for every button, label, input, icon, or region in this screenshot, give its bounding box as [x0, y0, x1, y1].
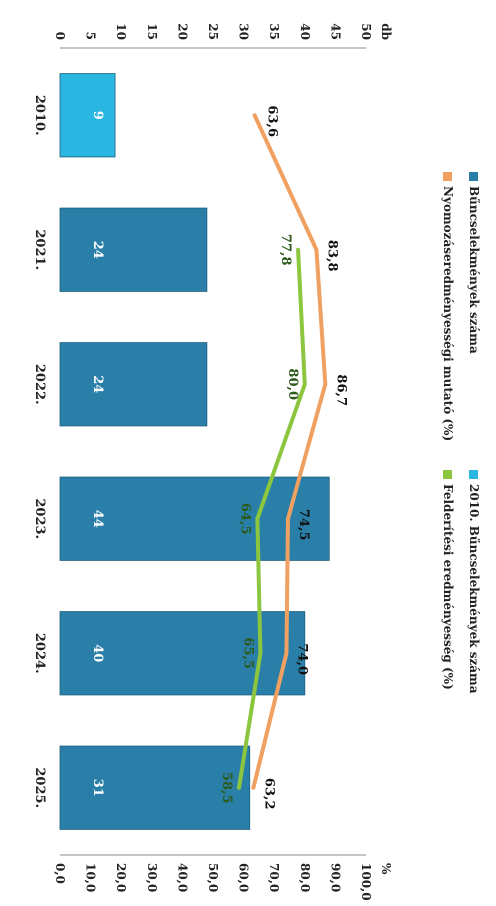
category-label-1: 2021.	[32, 229, 47, 270]
line-label-0-1: 83,8	[324, 240, 339, 272]
bar-0	[59, 73, 116, 158]
right-tick-label-4: 40,0	[175, 863, 189, 892]
legend-swatch-3	[443, 470, 452, 479]
right-tick-label-1: 10,0	[84, 863, 98, 892]
right-tick-label-10: 100,0	[359, 863, 373, 901]
right-tick-label-3: 30,0	[145, 863, 159, 892]
left-tick-label-2: 10	[114, 23, 128, 40]
legend-label-3: Felderítési eredményesség (%)	[441, 484, 455, 690]
bar-label-0: 9	[90, 111, 105, 120]
bar-1	[59, 207, 208, 292]
left-tick-label-8: 40	[298, 23, 312, 40]
left-tick-label-4: 20	[175, 23, 189, 40]
line-label-0-4: 74,0	[294, 643, 309, 675]
line-label-1-5: 58,5	[219, 772, 234, 804]
right-axis-unit: %	[379, 863, 393, 875]
category-label-3: 2023.	[32, 498, 47, 539]
left-tick-label-10: 50	[359, 23, 373, 40]
right-tick-label-2: 20,0	[114, 863, 128, 892]
legend-swatch-2	[443, 172, 452, 181]
left-tick-label-5: 25	[206, 23, 220, 40]
right-tick-label-8: 80,0	[298, 863, 312, 892]
left-tick-label-6: 30	[237, 23, 251, 40]
line-label-0-2: 86,7	[333, 374, 348, 406]
right-tick-label-5: 50,0	[206, 863, 220, 892]
line-label-0-0: 63,6	[265, 105, 280, 137]
bar-label-3: 44	[90, 510, 105, 528]
right-tick-label-7: 70,0	[267, 863, 281, 892]
left-tick-label-0: 0	[53, 32, 67, 40]
bar-2	[59, 342, 208, 427]
category-label-4: 2024.	[32, 633, 47, 674]
category-label-2: 2022.	[32, 364, 47, 405]
line-label-1-1: 77,8	[278, 234, 293, 266]
bar-label-1: 24	[90, 241, 105, 259]
bar-label-5: 31	[90, 779, 105, 797]
bar-label-4: 40	[90, 644, 105, 662]
line-label-0-5: 63,2	[261, 778, 276, 810]
left-tick-label-9: 45	[328, 23, 342, 40]
line-label-1-4: 65,5	[240, 637, 255, 669]
line-series-1	[237, 247, 307, 790]
left-tick-label-1: 5	[84, 32, 98, 40]
legend-swatch-1	[469, 470, 478, 479]
legend-label-1: 2010. Bűncselekmények száma	[467, 484, 481, 694]
legend-label-2: Nyomozáseredményességi mutató (%)	[441, 186, 455, 441]
line-series-0	[251, 113, 328, 790]
right-tick-label-0: 0,0	[53, 863, 67, 884]
legend-swatch-0	[469, 172, 478, 181]
left-axis-unit: db	[379, 23, 393, 40]
left-tick-label-7: 35	[267, 23, 281, 40]
category-label-0: 2010.	[32, 95, 47, 136]
bar-5	[59, 745, 251, 830]
bar-4	[59, 611, 306, 696]
line-label-1-3: 64,5	[237, 503, 252, 535]
bar-label-2: 24	[90, 375, 105, 393]
legend-label-0: Bűncselekmények száma	[467, 186, 481, 354]
category-label-5: 2025.	[32, 767, 47, 808]
line-label-0-3: 74,5	[296, 509, 311, 541]
right-tick-label-6: 60,0	[237, 863, 251, 892]
bar-3	[59, 476, 330, 561]
left-tick-label-3: 15	[145, 23, 159, 40]
right-tick-label-9: 90,0	[328, 863, 342, 892]
line-label-1-2: 80,0	[285, 368, 300, 400]
